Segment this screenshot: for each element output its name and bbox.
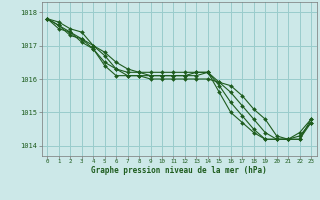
X-axis label: Graphe pression niveau de la mer (hPa): Graphe pression niveau de la mer (hPa) <box>91 166 267 175</box>
